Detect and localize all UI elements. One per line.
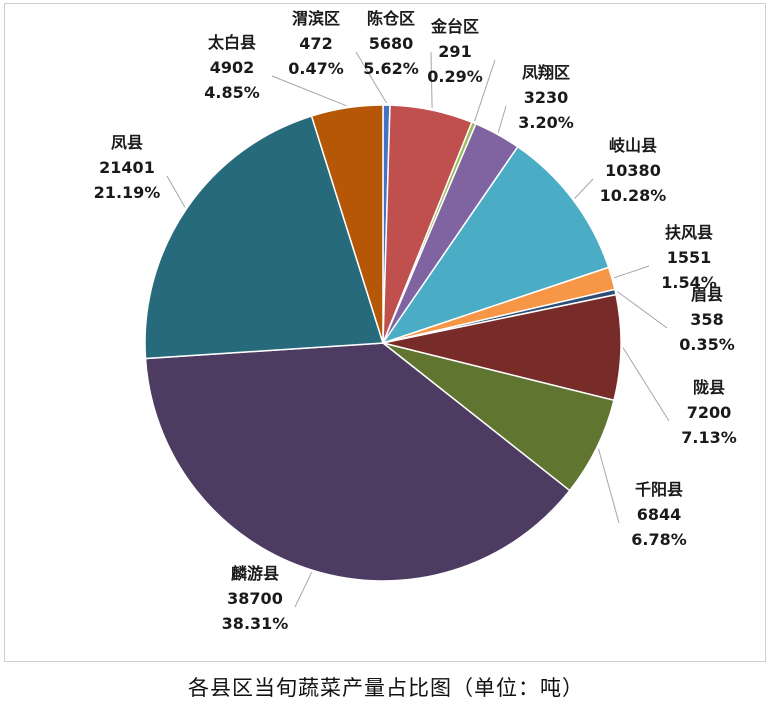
leader-line-5: [574, 178, 594, 199]
leader-line-12: [271, 75, 347, 107]
label-value-5: 10380: [605, 161, 661, 180]
leader-line-4: [497, 105, 507, 133]
data-label-9: 千阳县 6844 6.78%: [631, 480, 687, 549]
label-name-9: 千阳县: [635, 480, 683, 499]
data-label-6: 扶风县 1551 1.54%: [661, 223, 717, 292]
label-percent-3: 0.29%: [427, 67, 483, 86]
label-name-4: 凤翔区: [522, 63, 570, 82]
data-label-10: 麟游县 38700 38.31%: [222, 564, 289, 633]
label-name-1: 渭滨区: [292, 9, 340, 28]
label-percent-1: 0.47%: [288, 59, 344, 78]
data-label-2: 陈仓区 5680 5.62%: [363, 9, 419, 78]
label-percent-9: 6.78%: [631, 530, 687, 549]
label-name-11: 凤县: [111, 133, 143, 152]
leader-line-8: [622, 347, 670, 422]
label-name-12: 太白县: [207, 33, 256, 52]
data-label-5: 岐山县 10380 10.28%: [600, 136, 667, 205]
label-percent-7: 0.35%: [679, 335, 735, 354]
data-label-11: 凤县 21401 21.19%: [94, 133, 161, 202]
label-name-6: 扶风县: [665, 223, 713, 242]
leader-line-2: [430, 51, 433, 109]
label-value-9: 6844: [637, 505, 682, 524]
data-label-3: 金台区 291 0.29%: [427, 17, 483, 86]
pie-chart: 渭滨区 472 0.47% 陈仓区 5680 5.62% 金台区 291 0.29% 凤翔区 323…: [94, 9, 737, 633]
pie-slice-12: [310, 104, 384, 344]
label-name-2: 陈仓区: [367, 9, 415, 28]
label-percent-6: 1.54%: [661, 273, 717, 292]
label-percent-8: 7.13%: [681, 428, 737, 447]
label-value-2: 5680: [369, 34, 414, 53]
leader-line-11: [166, 175, 186, 208]
pie-slice-5: [381, 145, 610, 345]
leader-line-3: [474, 59, 496, 122]
data-label-4: 凤翔区 3230 3.20%: [518, 63, 574, 132]
label-name-8: 陇县: [693, 378, 725, 397]
leader-line-10: [294, 571, 313, 608]
label-value-8: 7200: [687, 403, 732, 422]
label-value-4: 3230: [524, 88, 569, 107]
label-percent-2: 5.62%: [363, 59, 419, 78]
data-label-1: 渭滨区 472 0.47%: [288, 9, 344, 78]
data-label-7: 眉县 358 0.35%: [679, 285, 735, 354]
label-name-7: 眉县: [691, 285, 723, 304]
data-label-8: 陇县 7200 7.13%: [681, 378, 737, 447]
label-value-6: 1551: [667, 248, 712, 267]
label-name-10: 麟游县: [231, 564, 279, 583]
label-value-3: 291: [438, 42, 471, 61]
label-percent-10: 38.31%: [222, 614, 289, 633]
leader-line-7: [617, 291, 668, 329]
label-value-10: 38700: [227, 589, 283, 608]
label-value-1: 472: [299, 34, 332, 53]
data-label-12: 太白县 4902 4.85%: [204, 33, 260, 102]
chart-caption: 各县区当旬蔬菜产量占比图（单位：吨）: [188, 676, 584, 700]
pie-slice-10: [144, 342, 571, 582]
leader-line-1: [355, 51, 387, 104]
label-value-12: 4902: [210, 58, 255, 77]
leader-line-6: [613, 265, 650, 279]
label-percent-12: 4.85%: [204, 83, 260, 102]
label-name-5: 岐山县: [609, 136, 657, 155]
label-percent-5: 10.28%: [600, 186, 667, 205]
label-name-3: 金台区: [430, 17, 479, 36]
pie-slice-8: [382, 293, 622, 402]
label-percent-11: 21.19%: [94, 183, 161, 202]
label-percent-4: 3.20%: [518, 113, 574, 132]
label-value-11: 21401: [99, 158, 155, 177]
pie-slice-11: [144, 115, 385, 360]
leader-line-9: [598, 448, 620, 524]
chart-frame: 渭滨区 472 0.47% 陈仓区 5680 5.62% 金台区 291 0.29% 凤翔区 323…: [4, 3, 766, 662]
label-value-7: 358: [690, 310, 723, 329]
